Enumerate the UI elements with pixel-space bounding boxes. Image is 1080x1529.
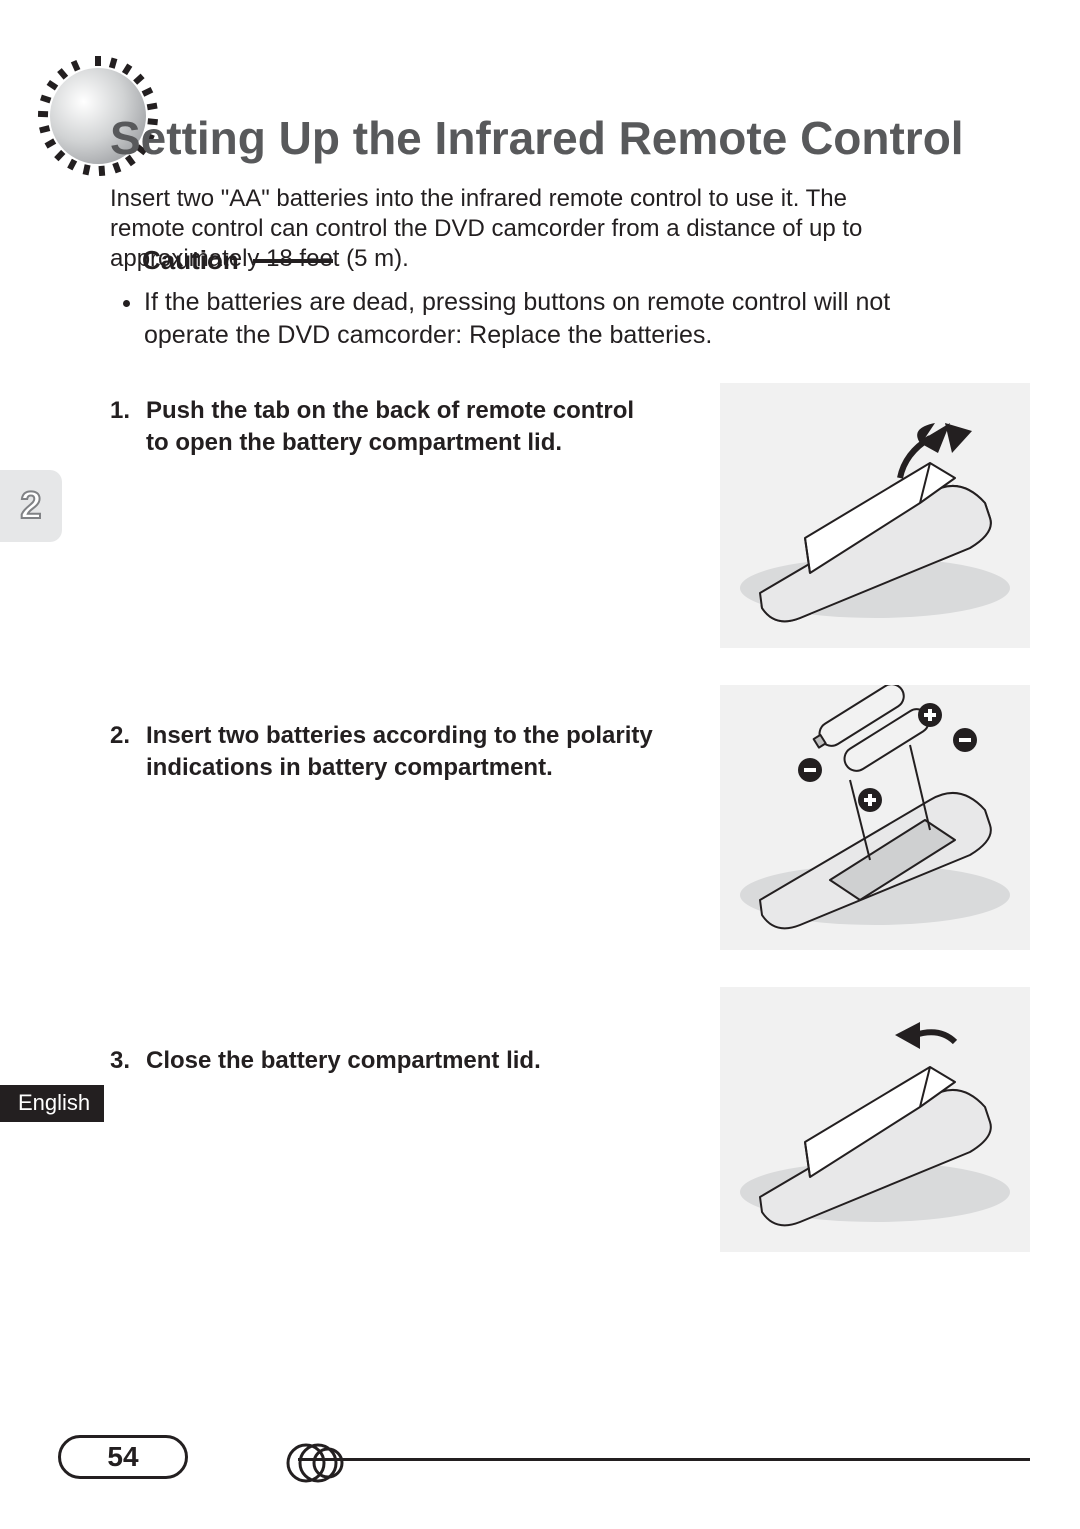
step-2: 2. Insert two batteries according to the…	[110, 720, 660, 785]
step-text: Push the tab on the back of remote contr…	[146, 395, 660, 460]
step-text: Insert two batteries according to the po…	[146, 720, 660, 785]
step-number: 3.	[110, 1045, 146, 1077]
remote-open-lid-illustration	[720, 383, 1030, 648]
chapter-number: 2	[20, 485, 41, 528]
caution-block: Caution If the batteries are dead, press…	[110, 245, 920, 357]
page-number-pill: 54	[58, 1435, 188, 1479]
remote-close-lid-illustration	[720, 987, 1030, 1252]
remote-insert-batteries-illustration	[720, 685, 1030, 950]
caution-heading: Caution	[142, 245, 920, 276]
step-number: 2.	[110, 720, 146, 752]
caution-rule	[253, 259, 333, 263]
page-number: 54	[107, 1441, 138, 1473]
step-number: 1.	[110, 395, 146, 427]
chapter-tab: 2	[0, 470, 62, 542]
page-footer: 54	[58, 1429, 1030, 1479]
caution-item: If the batteries are dead, pressing butt…	[144, 286, 920, 351]
footer-rule	[298, 1458, 1030, 1461]
caution-heading-text: Caution	[142, 245, 239, 276]
caution-list: If the batteries are dead, pressing butt…	[110, 286, 920, 351]
steps-list: 1. Push the tab on the back of remote co…	[110, 395, 660, 1077]
step-3: 3. Close the battery compartment lid.	[110, 1045, 660, 1077]
step-1: 1. Push the tab on the back of remote co…	[110, 395, 660, 460]
page-title: Setting Up the Infrared Remote Control	[110, 111, 964, 165]
manual-page: Setting Up the Infrared Remote Control I…	[0, 0, 1080, 1529]
language-tab: English	[0, 1085, 104, 1122]
step-text: Close the battery compartment lid.	[146, 1045, 541, 1077]
